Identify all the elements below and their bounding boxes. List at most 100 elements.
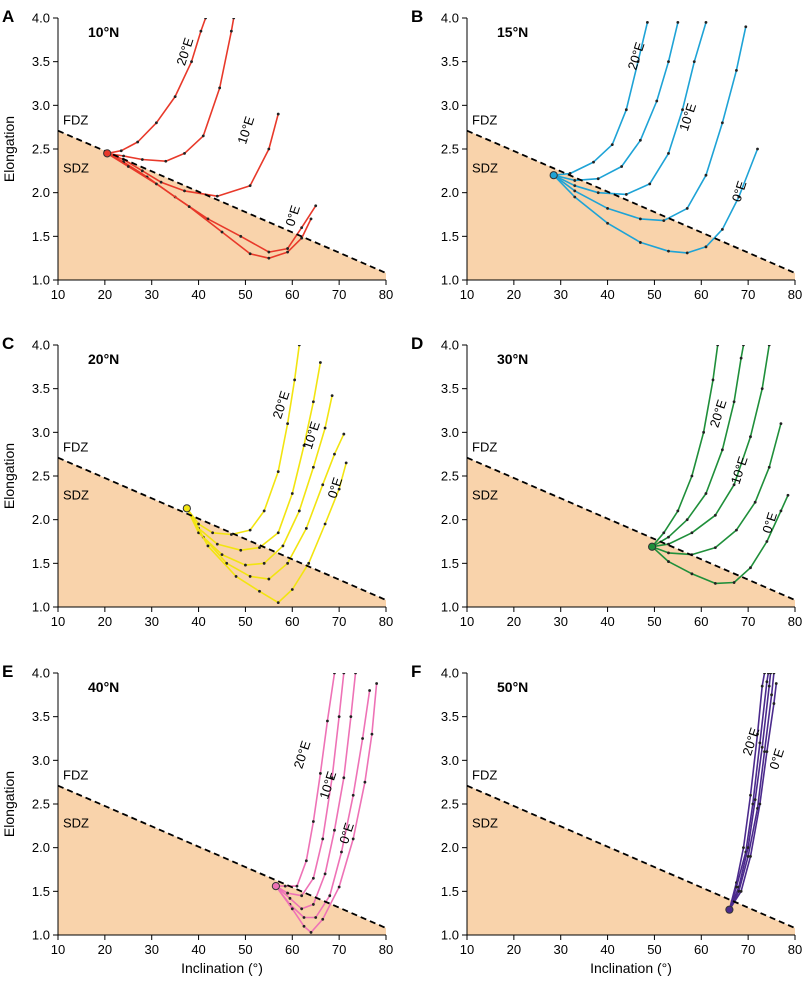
x-tick-label: 60 [694,287,708,302]
data-point [737,889,741,893]
curve-label: 0°E [336,821,357,846]
x-tick-label: 30 [144,287,158,302]
data-point [692,60,696,64]
latitude-title: 50°N [497,679,528,695]
data-point [655,99,659,103]
curve-label: 10°E [234,114,257,146]
curve-label: 20°E [625,40,648,72]
x-tick-label: 70 [741,287,755,302]
x-tick-label: 40 [600,942,614,957]
data-point [690,474,694,478]
series-line [186,433,345,580]
data-point [211,531,215,535]
data-point [370,732,374,736]
data-point [201,134,205,138]
x-tick-label: 30 [144,942,158,957]
data-point [713,546,717,550]
data-point [136,140,140,144]
data-point [746,855,750,858]
data-point [328,894,332,898]
data-point [638,217,642,221]
data-point [311,465,315,469]
y-tick-label: 3.0 [441,98,459,113]
data-point [290,907,294,911]
y-tick-label: 1.5 [441,229,459,244]
data-point [676,509,680,513]
data-point [215,542,219,546]
x-axis-title: Inclination (°) [590,960,672,976]
x-tick-label: 80 [379,287,393,302]
data-point [765,750,769,753]
data-point [248,575,252,578]
panel-letter: E [2,662,13,681]
y-tick-label: 3.5 [441,381,459,396]
data-point [229,533,233,536]
data-point [330,394,334,398]
data-point [375,682,379,685]
data-point [596,177,600,181]
data-point [351,793,355,797]
x-tick-label: 40 [191,942,205,957]
y-tick-label: 1.5 [32,884,50,899]
data-point [309,930,313,934]
data-point [767,465,771,469]
data-point [704,20,708,24]
data-point [323,872,327,876]
x-tick-label: 50 [238,942,252,957]
data-point [276,531,280,535]
data-point [720,227,724,231]
data-point [333,673,336,675]
data-point [276,601,280,605]
data-point [774,682,778,685]
curve-label: 10°E [676,101,699,133]
fdz-label: FDZ [63,113,88,128]
latitude-title: 15°N [497,24,528,40]
data-point [155,182,158,186]
data-point [293,378,297,382]
y-tick-label: 3.0 [32,753,50,768]
y-tick-label: 3.0 [32,98,50,113]
data-point [766,673,770,675]
x-tick-label: 10 [51,942,65,957]
x-tick-label: 60 [285,942,299,957]
data-point [620,165,624,168]
data-point [311,400,315,404]
curve-label: 20°E [707,397,730,429]
curve-label: 0°E [282,203,303,228]
data-point [232,18,236,20]
data-point [667,560,670,563]
data-point [760,387,764,391]
x-tick-label: 80 [379,614,393,629]
data-point [286,250,289,254]
latitude-title: 20°N [88,351,119,367]
data-point [667,60,670,64]
sdz-label: SDZ [63,161,89,176]
data-point [361,737,364,740]
data-point [667,535,670,539]
data-point [685,251,689,255]
x-tick-label: 30 [553,287,567,302]
data-point [349,715,353,719]
x-tick-label: 60 [694,614,708,629]
data-point [337,885,341,889]
y-tick-label: 2.5 [441,469,459,484]
data-point [276,112,280,116]
series-line [553,22,679,182]
sdz-label: SDZ [472,816,498,831]
data-point [624,193,628,196]
data-point [300,226,304,230]
panel-e: 10 20 30 40 50 60 70 80 1.0 1.5 2.0 2.5 3.0 3.5 4.0 Elo… [1,662,393,976]
data-point [300,907,304,911]
y-tick-label: 3.0 [441,425,459,440]
curve-label: 0°E [766,746,787,771]
data-point [297,345,301,347]
series-line [275,683,378,934]
series-line [186,345,301,536]
data-point [267,256,271,260]
y-tick-label: 2.5 [32,797,50,812]
x-tick-label: 20 [507,614,521,629]
latitude-title: 30°N [497,351,528,367]
data-point [685,518,689,522]
data-point [304,859,308,863]
